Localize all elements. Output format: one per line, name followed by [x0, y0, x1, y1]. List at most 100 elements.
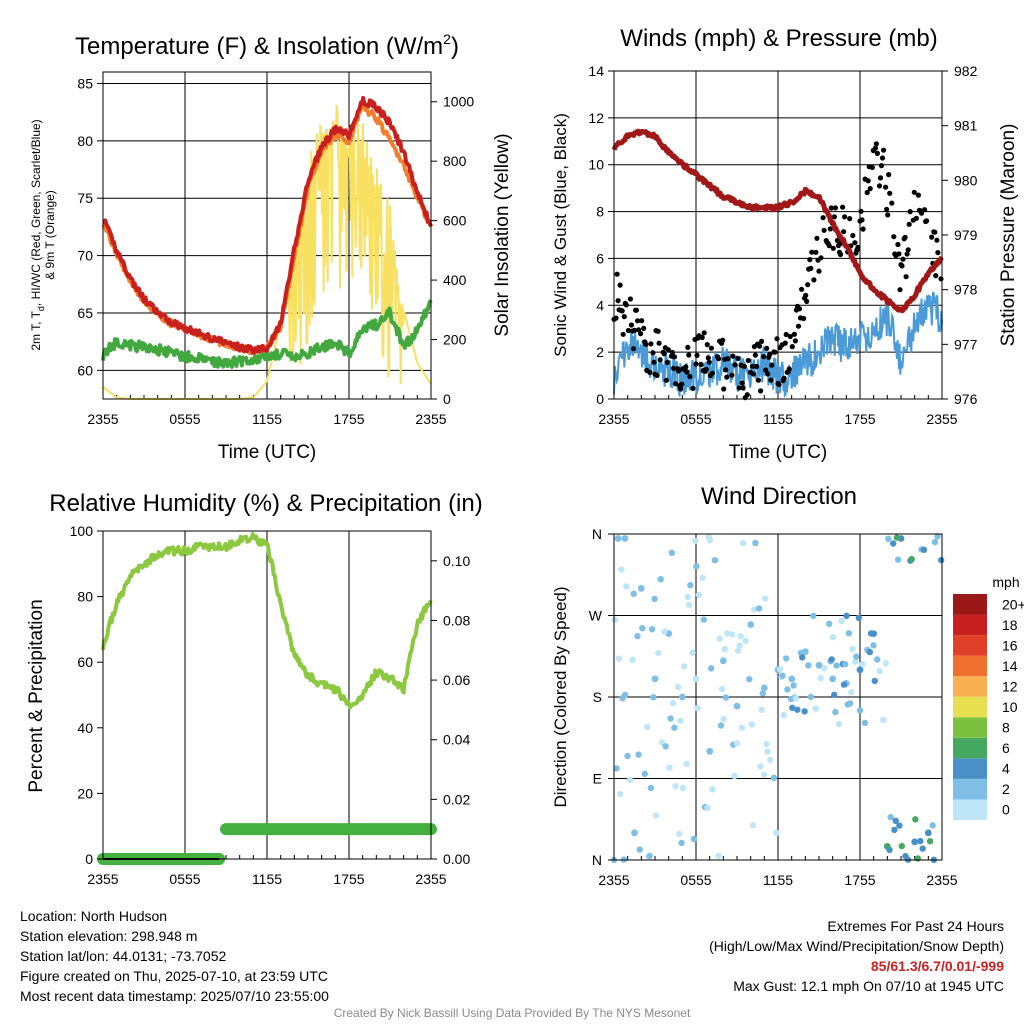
- wind-x-tick-1: 0555: [680, 411, 711, 427]
- temp-x-tick-3: 1755: [333, 411, 364, 427]
- gust-point: [769, 362, 775, 368]
- direction-point: [832, 708, 839, 716]
- wdir-x-tick-1: 0555: [680, 872, 711, 888]
- direction-point: [679, 784, 687, 792]
- station-latlon: Station lat/lon: 44.0131; -73.7052: [20, 948, 227, 964]
- direction-point: [880, 716, 887, 724]
- gust-point: [736, 385, 742, 391]
- gust-point: [792, 338, 799, 344]
- direction-point: [748, 721, 755, 728]
- gust-point: [913, 215, 920, 221]
- direction-point: [828, 656, 835, 663]
- gust-point: [858, 208, 864, 214]
- legend-label-8: 16: [1002, 637, 1018, 653]
- wind-direction-grid: [613, 533, 943, 861]
- direction-point: [618, 566, 625, 573]
- gust-point: [631, 327, 638, 333]
- gust-point: [900, 256, 906, 262]
- extremes-subtitle: (High/Low/Max Wind/Precipitation/Snow De…: [709, 938, 1004, 954]
- direction-point: [887, 814, 894, 821]
- direction-point: [851, 658, 859, 665]
- winds-series: [611, 128, 944, 401]
- temperature-y-axis-label-line2: & 9m T (Orange): [43, 190, 57, 280]
- gust-point: [753, 363, 760, 370]
- wind-y2-tick-5: 981: [954, 118, 978, 134]
- direction-point: [731, 772, 738, 780]
- legend-label-1: 2: [1002, 781, 1010, 797]
- direction-point: [668, 549, 675, 556]
- gust-point: [859, 217, 865, 223]
- winds-y-ticks: 0 2 4 6 8 10 12 14: [588, 63, 614, 407]
- gust-point: [873, 141, 880, 147]
- direction-point: [843, 612, 850, 619]
- direction-point: [630, 590, 637, 597]
- gust-point: [661, 351, 667, 357]
- wdir-y-tick-4: N: [592, 526, 602, 542]
- gust-point: [935, 250, 941, 256]
- direction-point: [728, 631, 736, 638]
- gust-point: [895, 241, 901, 248]
- direction-point: [615, 655, 623, 662]
- direction-point: [650, 694, 657, 701]
- gust-point: [884, 206, 890, 212]
- gust-point: [683, 364, 689, 370]
- wind-y-tick-5: 10: [588, 157, 604, 173]
- direction-point: [671, 724, 678, 731]
- gust-point: [625, 327, 632, 334]
- humidity-y-axis-label: Percent & Precipitation: [26, 599, 47, 792]
- precipitation-y-ticks: 0.00 0.02 0.04 0.06 0.08 0.10: [431, 553, 470, 867]
- legend-swatch-2: [953, 758, 987, 779]
- gust-point: [896, 251, 902, 257]
- rh-x-tick-3: 1755: [333, 871, 364, 887]
- winds-panel-title: Winds (mph) & Pressure (mb): [620, 25, 937, 52]
- direction-point: [783, 655, 790, 662]
- gust-point: [886, 172, 892, 178]
- gust-point: [918, 210, 925, 216]
- direction-point: [892, 817, 899, 824]
- direction-point: [789, 704, 796, 711]
- direction-point: [891, 826, 898, 834]
- gust-point: [818, 255, 824, 261]
- direction-point: [842, 661, 849, 668]
- gust-point: [708, 345, 715, 351]
- temperature-y-axis-label: 2m T, Td, HI/WC (Red, Green, Scarlet/Blu…: [29, 119, 46, 350]
- wind-y-tick-7: 14: [588, 63, 604, 79]
- gust-point: [759, 338, 765, 344]
- direction-point: [719, 685, 726, 693]
- gust-point: [874, 150, 881, 156]
- direction-point: [626, 776, 634, 784]
- gust-point: [915, 192, 922, 198]
- station-elevation: Station elevation: 298.948 m: [20, 928, 198, 944]
- gust-point: [929, 234, 935, 240]
- gust-point: [745, 357, 751, 364]
- gust-point: [786, 366, 792, 372]
- direction-point: [695, 591, 703, 598]
- gust-point: [764, 345, 770, 351]
- gust-point: [864, 189, 870, 196]
- gust-point: [758, 388, 764, 394]
- gust-point: [654, 372, 660, 378]
- gust-point: [685, 344, 691, 350]
- gust-point: [686, 352, 692, 358]
- max-gust: Max Gust: 12.1 mph On 07/10 at 1945 UTC: [733, 978, 1004, 994]
- direction-point: [641, 770, 648, 777]
- direction-point: [689, 649, 696, 656]
- winds-x-ticks: 2355 0555 1155 1755 2355: [598, 411, 957, 427]
- direction-point: [738, 724, 746, 731]
- temp-x-tick-0: 2355: [87, 411, 118, 427]
- direction-point: [639, 625, 646, 632]
- direction-point: [651, 675, 659, 683]
- direction-point: [934, 533, 941, 540]
- gust-point: [627, 296, 634, 302]
- temp-x-tick-2: 1155: [252, 411, 282, 427]
- direction-point: [896, 822, 903, 829]
- legend-label-2: 4: [1002, 761, 1010, 777]
- rh-y2-tick-0: 0.00: [443, 851, 470, 867]
- direction-point: [678, 693, 686, 701]
- direction-point: [624, 752, 631, 760]
- direction-point: [635, 751, 642, 758]
- direction-point: [706, 747, 714, 755]
- gust-point: [872, 145, 879, 151]
- gust-point: [774, 336, 780, 342]
